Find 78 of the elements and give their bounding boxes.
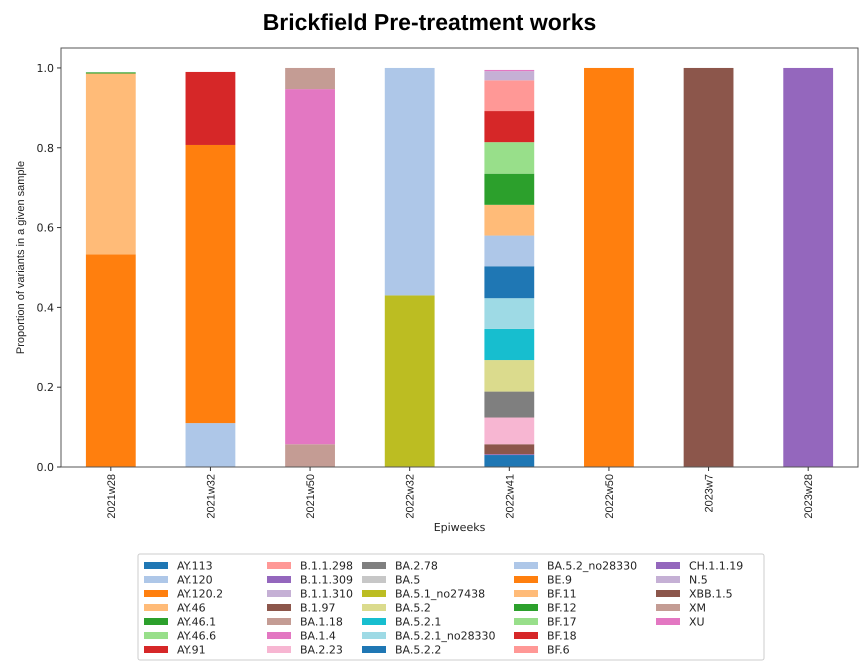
legend-label: B.1.1.309 — [300, 574, 354, 586]
bar — [86, 254, 136, 467]
x-axis-title: Epiweeks — [434, 521, 486, 534]
legend-label: BA.5.2 — [395, 602, 431, 614]
x-tick-label: 2023w7 — [704, 474, 716, 513]
y-tick-label: 0.6 — [36, 222, 54, 235]
legend-label: B.1.97 — [300, 602, 336, 614]
legend-label: XM — [689, 602, 706, 614]
x-tick-label: 2021w32 — [205, 474, 218, 519]
legend-label: BA.2.78 — [395, 560, 438, 572]
legend-label: BA.2.23 — [300, 644, 343, 656]
bar — [484, 360, 534, 392]
x-tick-label: 2021w28 — [106, 474, 118, 519]
legend-label: AY.46 — [177, 602, 206, 614]
bar — [186, 423, 236, 467]
bar — [783, 68, 834, 467]
bar — [484, 174, 534, 205]
bar — [484, 418, 534, 444]
bar — [484, 80, 534, 112]
x-tick-label: 2021w50 — [305, 474, 318, 519]
bar — [285, 444, 335, 467]
bar — [484, 71, 534, 80]
legend-label: BA.5.2_no28330 — [547, 560, 638, 572]
bar — [484, 298, 534, 329]
legend-label: XU — [689, 616, 705, 628]
legend-label: AY.113 — [177, 560, 213, 572]
legend-label: B.1.1.298 — [300, 560, 354, 572]
bar — [186, 72, 236, 145]
legend-label: BA.5.2.2 — [395, 644, 442, 656]
bar — [484, 455, 534, 467]
bar — [384, 68, 435, 296]
x-tick-label: 2022w41 — [504, 474, 516, 519]
y-axis-title: Proportion of variants in a given sample — [15, 160, 27, 354]
bar — [484, 266, 534, 298]
bar — [86, 74, 136, 254]
bar — [584, 68, 634, 467]
x-tick-label: 2023w28 — [803, 474, 816, 519]
legend-label: BE.9 — [547, 574, 572, 586]
bar — [384, 295, 435, 467]
x-tick-label: 2022w32 — [404, 474, 417, 519]
bar — [186, 144, 236, 424]
legend-label: AY.120 — [177, 574, 213, 586]
bar — [484, 444, 534, 454]
bar — [484, 142, 534, 174]
bar — [285, 89, 335, 444]
bar — [684, 68, 734, 467]
x-tick-label: 2022w50 — [604, 474, 616, 519]
y-tick-label: 0.8 — [36, 142, 54, 155]
legend-label: XBB.1.5 — [689, 588, 733, 600]
y-tick-label: 1.0 — [36, 62, 54, 75]
legend-label: BF.17 — [547, 616, 577, 628]
legend-label: BA.5.2.1 — [395, 616, 442, 628]
bar — [484, 328, 534, 360]
legend-label: B.1.1.310 — [300, 588, 354, 600]
bar — [484, 392, 534, 418]
bar — [484, 111, 534, 142]
y-tick-label: 0.0 — [36, 461, 54, 474]
legend-label: BA.5 — [395, 574, 420, 586]
legend-label: AY.46.1 — [177, 616, 216, 628]
legend-label: BA.5.2.1_no28330 — [395, 630, 496, 642]
y-tick-label: 0.4 — [36, 301, 54, 314]
legend-label: CH.1.1.19 — [689, 560, 744, 572]
legend-label: AY.91 — [177, 644, 206, 656]
legend-label: BF.18 — [547, 630, 577, 642]
legend-label: BA.5.1_no27438 — [395, 588, 486, 600]
legend-label: AY.120.2 — [177, 588, 224, 600]
bar — [484, 204, 534, 236]
legend-label: BF.6 — [547, 644, 570, 656]
chart-title: Brickfield Pre-treatment works — [262, 9, 596, 35]
legend-label: N.5 — [689, 574, 708, 586]
legend-label: BA.1.4 — [300, 630, 336, 642]
bar — [484, 236, 534, 266]
legend-label: AY.46.6 — [177, 630, 216, 642]
bar — [285, 68, 335, 90]
legend-label: BF.12 — [547, 602, 577, 614]
legend-label: BF.11 — [547, 588, 577, 600]
legend-label: BA.1.18 — [300, 616, 343, 628]
y-tick-label: 0.2 — [36, 381, 54, 394]
